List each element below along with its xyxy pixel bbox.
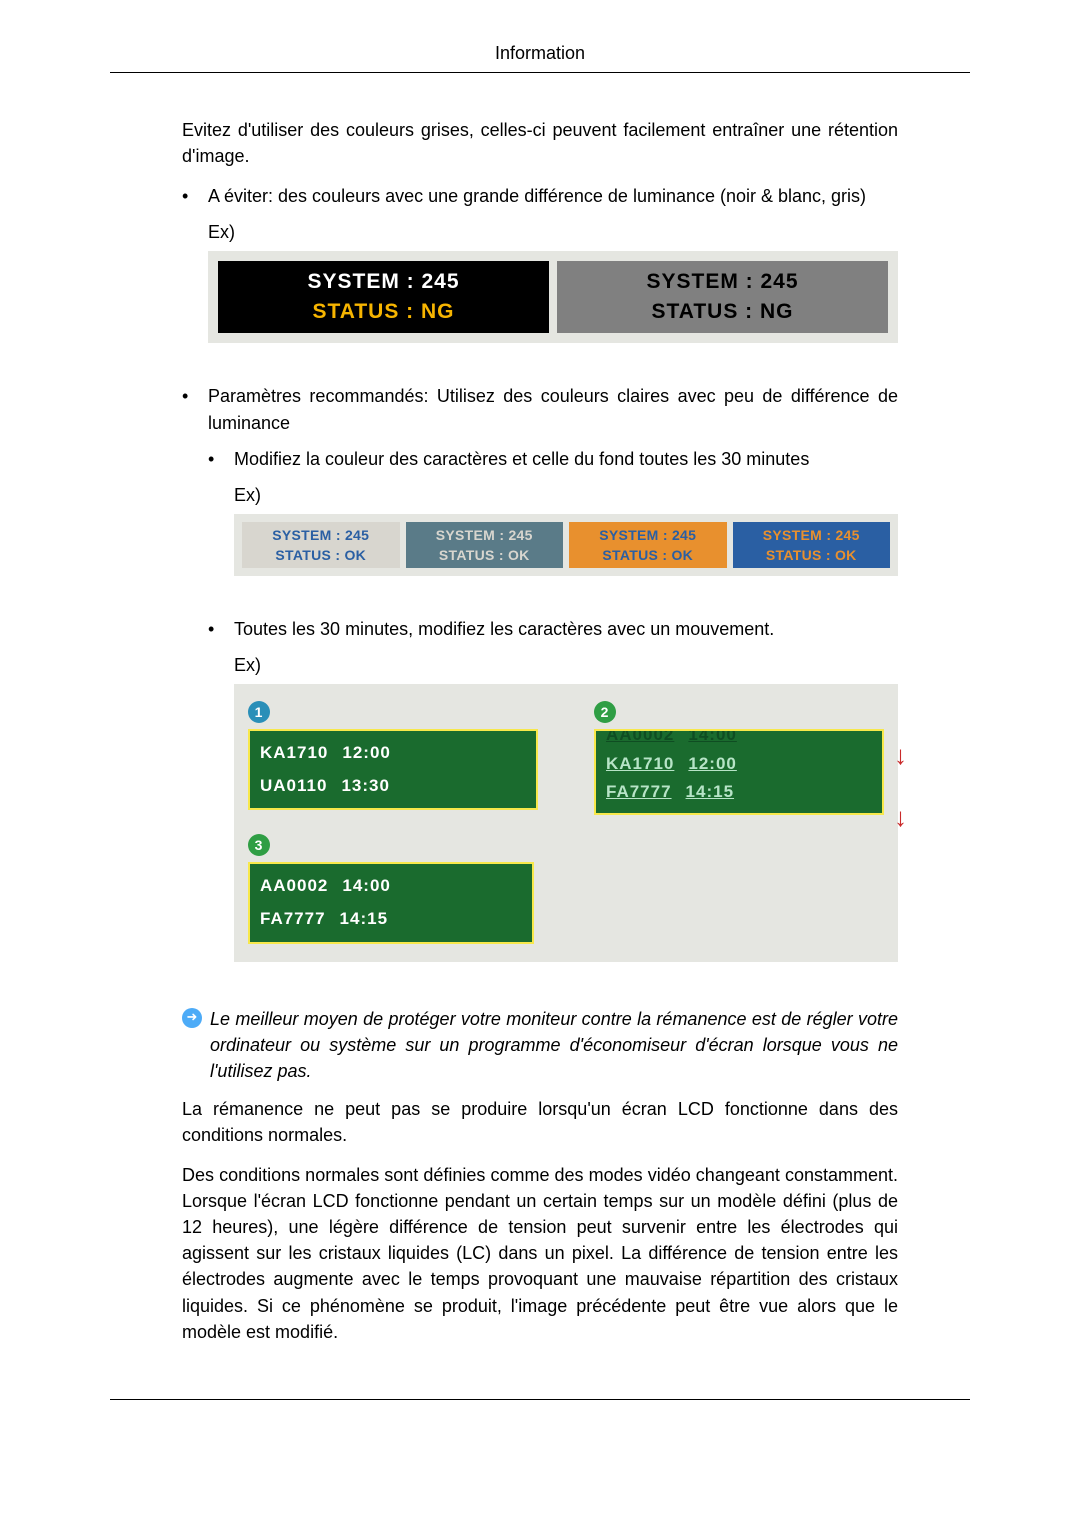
bullet-change-color: • Modifiez la couleur des caractères et …	[208, 446, 898, 472]
cell2-line1: SYSTEM : 245	[436, 525, 533, 545]
cell4-line1: SYSTEM : 245	[763, 525, 860, 545]
figure3-block1: 1 KA1710 12:00 UA0110 13:30	[248, 698, 538, 815]
arrow-down-icon: ↓	[894, 799, 908, 837]
paragraph-remanence-1: La rémanence ne peut pas se produire lor…	[182, 1096, 898, 1148]
block3-row1: AA0002 14:00	[260, 870, 522, 903]
info-icon: ➜	[182, 1008, 202, 1028]
color-cell-3: SYSTEM : 245 STATUS : OK	[569, 522, 727, 568]
bullet-movement-text: Toutes les 30 minutes, modifiez les cara…	[234, 616, 898, 642]
cell1-line2: STATUS : OK	[275, 545, 366, 565]
sub-bullet-wrap: • Modifiez la couleur des caractères et …	[182, 446, 898, 576]
paragraph-remanence-2: Des conditions normales sont définies co…	[182, 1162, 898, 1345]
block2-faded-top-time: 14:00	[688, 729, 736, 748]
color-cell-1: SYSTEM : 245 STATUS : OK	[242, 522, 400, 568]
panel-black-line1: SYSTEM : 245	[307, 267, 459, 297]
example1-wrap: Ex) SYSTEM : 245 STATUS : NG SYSTEM : 24…	[182, 219, 898, 343]
bullet-recommended: • Paramètres recommandés: Utilisez des c…	[182, 383, 898, 435]
block2-faded-top: AA0002 14:00	[606, 729, 872, 750]
figure3-block3: 3 AA0002 14:00 FA7777 14:15	[248, 831, 534, 943]
bullet-avoid: • A éviter: des couleurs avec une grande…	[182, 183, 898, 209]
block2-scroll: AA0002 14:00 KA1710 12:00 FA7777	[594, 729, 884, 815]
panel-gray-line1: SYSTEM : 245	[646, 267, 798, 297]
scroll-arrows: ↓ ↓	[894, 737, 908, 836]
cell4-line2: STATUS : OK	[766, 545, 857, 565]
panel-gray: SYSTEM : 245 STATUS : NG	[557, 261, 888, 333]
intro-paragraph: Evitez d'utiliser des couleurs grises, c…	[182, 117, 898, 169]
cell3-line2: STATUS : OK	[602, 545, 693, 565]
arrow-down-icon: ↓	[894, 737, 908, 775]
note-text: Le meilleur moyen de protéger votre moni…	[210, 1006, 898, 1084]
example2-wrap: Ex) SYSTEM : 245 STATUS : OK SYSTEM : 24…	[208, 482, 898, 576]
example2-label: Ex)	[234, 482, 898, 508]
example3-wrap: Ex) 1 KA1710 12:00 UA0110	[208, 652, 898, 962]
block2-row2: FA7777 14:15	[606, 778, 872, 807]
block1-row1-code: KA1710	[260, 741, 328, 766]
example1-label: Ex)	[208, 219, 898, 245]
cell1-line1: SYSTEM : 245	[272, 525, 369, 545]
header-divider	[110, 72, 970, 73]
bullet-dot-icon: •	[208, 616, 234, 642]
block2-faded-bottom-time: 13:30	[687, 809, 735, 815]
figure3-block2: 2 AA0002 14:00 KA1710 12:00	[594, 698, 884, 815]
block1-row1: KA1710 12:00	[260, 737, 526, 770]
badge-2: 2	[594, 701, 616, 723]
color-cell-4: SYSTEM : 245 STATUS : OK	[733, 522, 891, 568]
bullet-dot-icon: •	[208, 446, 234, 472]
panel-gray-line2: STATUS : NG	[651, 297, 793, 327]
block3-row2: FA7777 14:15	[260, 903, 522, 936]
content-area: Evitez d'utiliser des couleurs grises, c…	[110, 117, 970, 1345]
badge-3: 3	[248, 834, 270, 856]
block3-row2-code: FA7777	[260, 907, 326, 932]
block1-box: KA1710 12:00 UA0110 13:30	[248, 729, 538, 810]
block1-row2: UA0110 13:30	[260, 770, 526, 803]
block3-row1-code: AA0002	[260, 874, 328, 899]
block1-row2-code: UA0110	[260, 774, 327, 799]
page: Information Evitez d'utiliser des couleu…	[0, 0, 1080, 1450]
block1-row2-time: 13:30	[341, 774, 389, 799]
block3-row1-time: 14:00	[342, 874, 390, 899]
block3-box: AA0002 14:00 FA7777 14:15	[248, 862, 534, 943]
cell3-line1: SYSTEM : 245	[599, 525, 696, 545]
color-cell-2: SYSTEM : 245 STATUS : OK	[406, 522, 564, 568]
bullet-movement: • Toutes les 30 minutes, modifiez les ca…	[208, 616, 898, 642]
sub-bullet-wrap-2: • Toutes les 30 minutes, modifiez les ca…	[182, 616, 898, 962]
bullet-dot-icon: •	[182, 383, 208, 435]
note-row: ➜ Le meilleur moyen de protéger votre mo…	[182, 1006, 898, 1084]
block2-faded-bottom-code: UA0110	[606, 809, 673, 815]
bullet-change-color-text: Modifiez la couleur des caractères et ce…	[234, 446, 898, 472]
block2-row2-code: FA7777	[606, 780, 672, 805]
figure-color-cells: SYSTEM : 245 STATUS : OK SYSTEM : 245 ST…	[234, 514, 898, 576]
block2-scrollwrap: AA0002 14:00 KA1710 12:00 FA7777	[594, 729, 884, 815]
block3-row2-time: 14:15	[340, 907, 388, 932]
block2-row2-time: 14:15	[686, 780, 734, 805]
figure-contrast-panels: SYSTEM : 245 STATUS : NG SYSTEM : 245 ST…	[208, 251, 898, 343]
example3-label: Ex)	[234, 652, 898, 678]
cell2-line2: STATUS : OK	[439, 545, 530, 565]
footer-divider	[110, 1399, 970, 1400]
bullet-avoid-text: A éviter: des couleurs avec une grande d…	[208, 183, 898, 209]
block1-row1-time: 12:00	[342, 741, 390, 766]
block2-faded-top-code: AA0002	[606, 729, 674, 748]
block2-row1-code: KA1710	[606, 752, 674, 777]
bullet-recommended-text: Paramètres recommandés: Utilisez des cou…	[208, 383, 898, 435]
block2-row1-time: 12:00	[688, 752, 736, 777]
figure3-row1: 1 KA1710 12:00 UA0110 13:30	[248, 698, 884, 815]
figure-movement-blocks: 1 KA1710 12:00 UA0110 13:30	[234, 684, 898, 962]
badge-1: 1	[248, 701, 270, 723]
figure3-row2: 3 AA0002 14:00 FA7777 14:15	[248, 831, 884, 943]
bullet-dot-icon: •	[182, 183, 208, 209]
panel-black-line2: STATUS : NG	[312, 297, 454, 327]
block2-row1: KA1710 12:00	[606, 750, 872, 779]
block2-faded-bottom: UA0110 13:30	[606, 807, 872, 815]
panel-black: SYSTEM : 245 STATUS : NG	[218, 261, 549, 333]
page-header-title: Information	[110, 40, 970, 72]
